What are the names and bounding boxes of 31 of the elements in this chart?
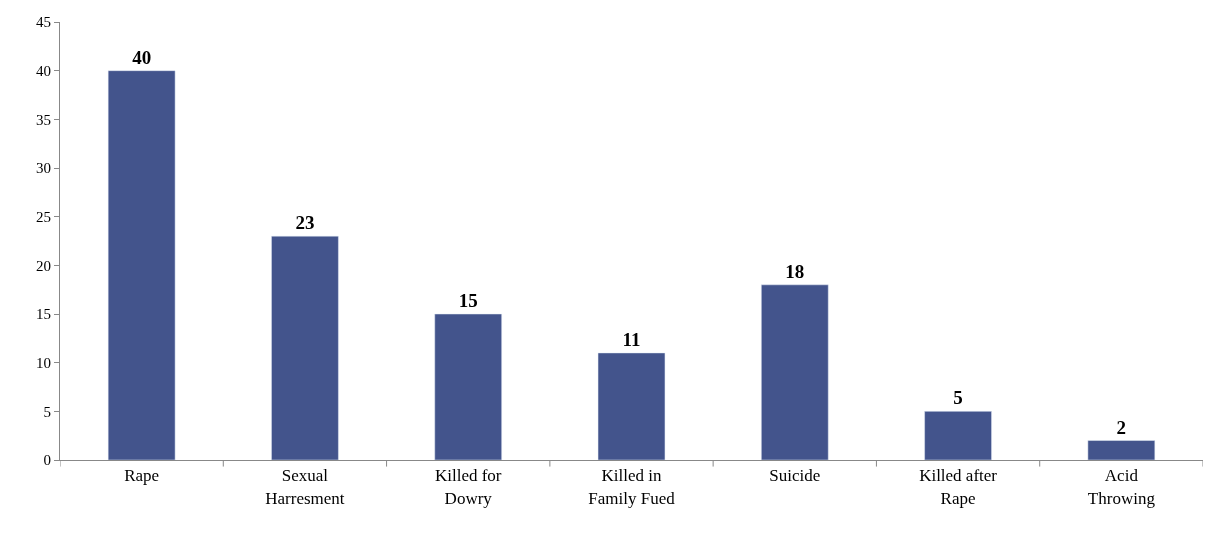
bar [761,284,829,460]
y-tick-label: 5 [43,403,51,420]
data-label: 40 [132,46,152,68]
data-label: 11 [622,328,641,350]
data-label: 2 [1116,416,1127,438]
x-tick-label: Killed after Rape [919,466,998,508]
bar [271,235,339,460]
y-tick-label: 25 [36,208,51,225]
x-tick-label: Suicide [769,466,821,486]
bar [924,411,992,460]
bar [1087,440,1156,460]
y-tick-label: 45 [36,14,51,31]
x-tick-label: Killed for Dowry [434,466,502,508]
x-tick-label: Acid Throwing [1087,466,1156,508]
data-label: 5 [953,387,963,409]
bar [597,352,666,460]
y-tick-label: 35 [36,111,51,128]
x-tick-label: Rape [124,466,160,486]
y-tick-label: 30 [36,160,51,177]
bar [434,313,502,460]
data-label: 15 [458,290,478,311]
y-tick-label: 15 [36,306,51,323]
y-tick-label: 20 [36,257,51,274]
x-tick-label: Killed in Family Fued [588,466,676,508]
y-tick-label: 0 [43,452,51,469]
bar [107,70,176,460]
data-label: 18 [785,260,805,282]
x-tick-label: Sexual Harresment [265,466,345,508]
y-tick-label: 40 [36,62,51,79]
y-tick-label: 10 [36,354,51,371]
data-label: 23 [295,212,315,234]
